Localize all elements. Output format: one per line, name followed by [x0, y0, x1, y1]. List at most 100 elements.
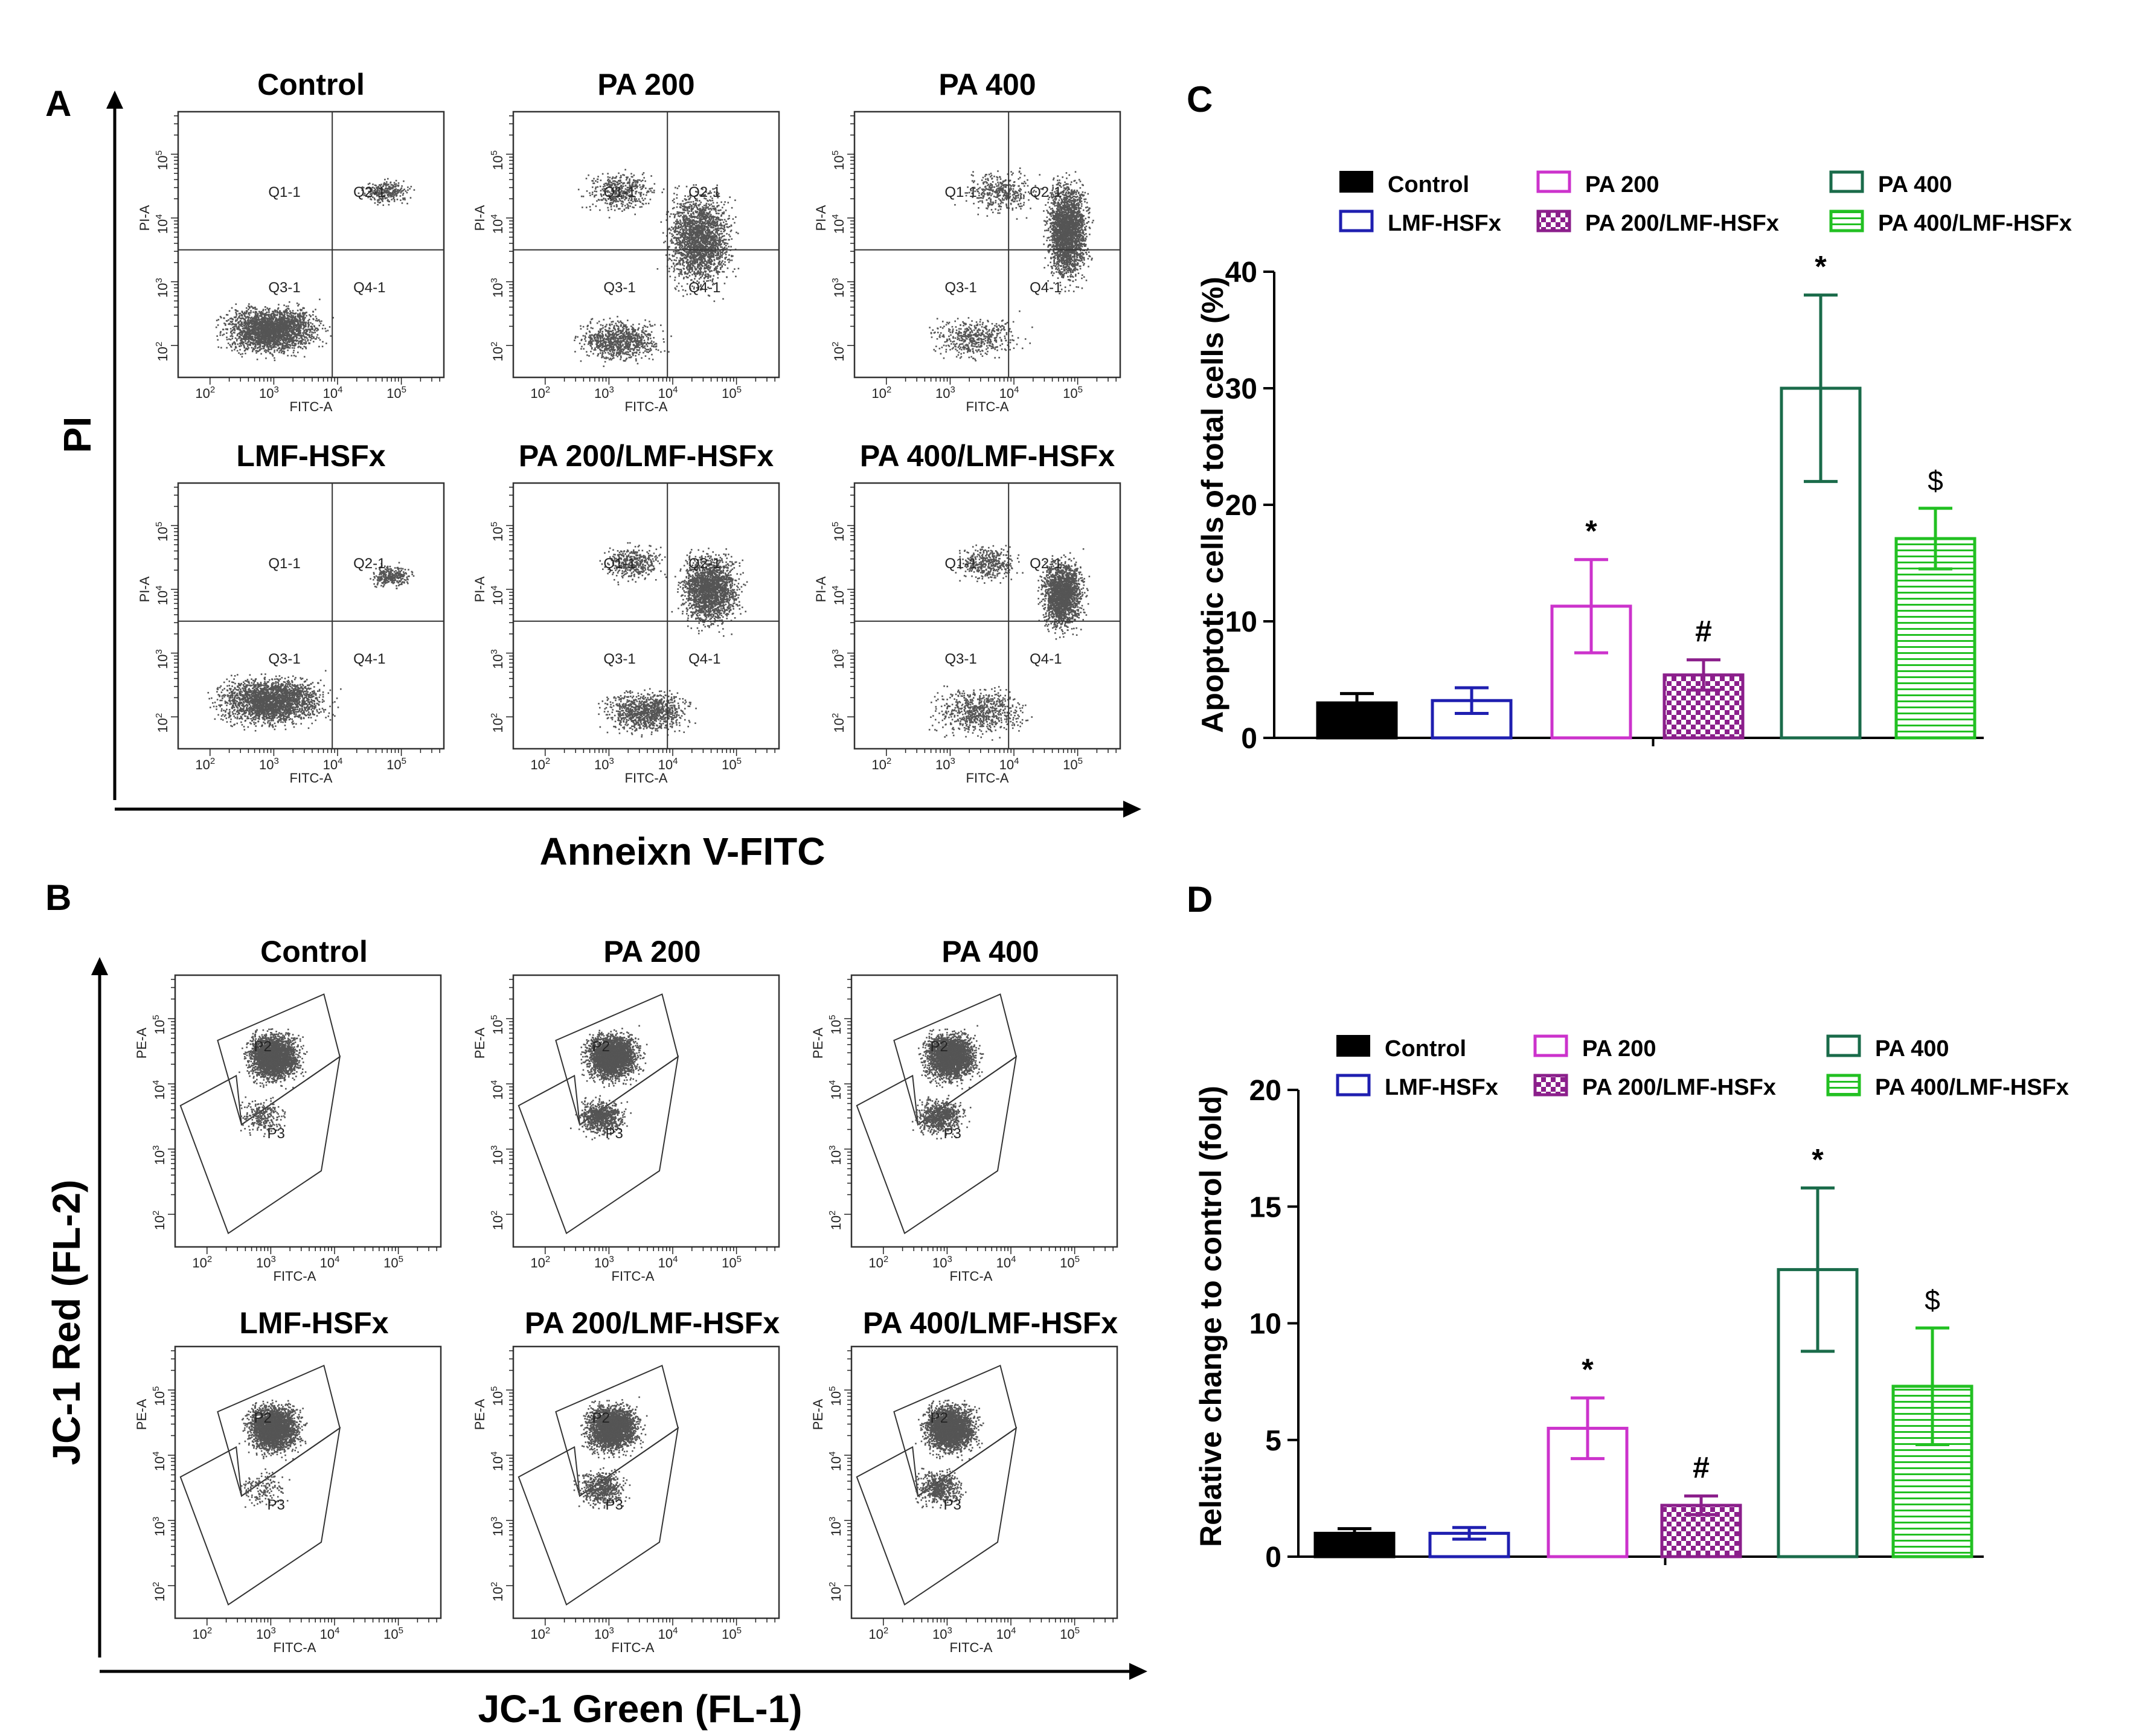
event-dot: [233, 342, 235, 344]
event-dot: [682, 241, 684, 243]
event-dot: [255, 350, 257, 352]
event-dot: [237, 328, 239, 330]
event-dot: [395, 179, 397, 182]
event-dot: [609, 340, 611, 342]
event-dot: [609, 344, 611, 346]
event-dot: [625, 330, 627, 333]
event-dot: [231, 322, 234, 325]
event-dot: [254, 316, 256, 318]
event-dot: [261, 329, 264, 332]
event-dot: [644, 355, 647, 357]
event-dot: [287, 318, 290, 320]
event-dot: [617, 342, 619, 344]
event-dot: [271, 347, 273, 350]
event-dot: [269, 330, 271, 332]
event-dot: [273, 338, 275, 341]
event-dot: [229, 332, 232, 333]
event-dot: [251, 342, 252, 344]
event-dot: [282, 347, 284, 350]
event-dot: [627, 353, 630, 356]
event-dot: [717, 271, 719, 272]
event-dot: [637, 344, 640, 345]
event-dot: [708, 226, 710, 229]
event-dot: [606, 349, 608, 351]
event-dot: [311, 328, 313, 330]
event-dot: [300, 340, 302, 342]
event-dot: [367, 183, 370, 185]
event-dot: [247, 328, 249, 330]
event-dot: [280, 324, 281, 326]
event-dot: [258, 324, 260, 326]
event-dot: [632, 353, 634, 355]
event-dot: [664, 350, 665, 352]
event-dot: [386, 184, 389, 186]
event-dot: [307, 326, 309, 328]
event-dot: [613, 326, 615, 328]
event-dot: [591, 318, 594, 320]
event-dot: [301, 313, 304, 315]
event-dot: [241, 341, 243, 343]
event-dot: [261, 336, 264, 338]
event-dot: [243, 350, 246, 352]
event-dot: [310, 315, 312, 317]
event-dot: [277, 343, 279, 345]
event-dot: [274, 334, 277, 336]
event-dot: [671, 226, 673, 228]
event-dot: [259, 348, 261, 350]
event-dot: [279, 332, 281, 333]
event-dot: [277, 320, 278, 322]
event-dot: [317, 328, 319, 331]
event-dot: [618, 321, 620, 324]
event-dot: [290, 312, 292, 313]
event-dot: [267, 336, 269, 338]
event-dot: [268, 315, 270, 318]
event-dot: [255, 324, 257, 327]
event-dot: [298, 325, 300, 328]
event-dot: [222, 334, 223, 336]
event-dot: [601, 350, 604, 352]
event-dot: [607, 337, 609, 339]
tick-exponent: 5: [402, 385, 406, 395]
event-dot: [737, 232, 739, 234]
event-dot: [600, 339, 601, 341]
event-dot: [266, 324, 268, 326]
event-dot: [617, 316, 618, 318]
event-dot: [731, 238, 733, 240]
event-dot: [278, 324, 280, 326]
event-dot: [246, 333, 248, 335]
event-dot: [287, 307, 289, 309]
event-dot: [305, 342, 307, 344]
event-dot: [660, 351, 662, 353]
event-dot: [644, 319, 646, 321]
event-dot: [248, 334, 250, 336]
event-dot: [309, 330, 312, 332]
event-dot: [235, 312, 237, 313]
event-dot: [280, 338, 283, 341]
event-dot: [727, 202, 729, 203]
event-dot: [651, 345, 653, 347]
event-dot: [243, 330, 246, 332]
event-dot: [297, 305, 299, 307]
event-dot: [720, 214, 723, 216]
event-dot: [223, 317, 225, 319]
event-dot: [269, 348, 271, 350]
event-dot: [283, 310, 285, 312]
event-dot: [299, 312, 301, 314]
event-dot: [292, 342, 295, 344]
event-dot: [588, 330, 591, 332]
event-dot: [615, 336, 617, 338]
event-dot: [261, 318, 263, 319]
event-dot: [606, 345, 608, 347]
event-dot: [310, 339, 312, 341]
event-dot: [271, 324, 273, 327]
event-dot: [246, 330, 248, 332]
event-dot: [321, 345, 324, 348]
event-dot: [239, 333, 241, 335]
annexin-plot-x-tick-label: 102: [195, 385, 215, 401]
event-dot: [732, 218, 734, 220]
event-dot: [309, 314, 310, 316]
event-dot: [292, 310, 294, 312]
event-dot: [629, 346, 630, 348]
event-dot: [689, 203, 691, 206]
event-dot: [252, 349, 254, 351]
